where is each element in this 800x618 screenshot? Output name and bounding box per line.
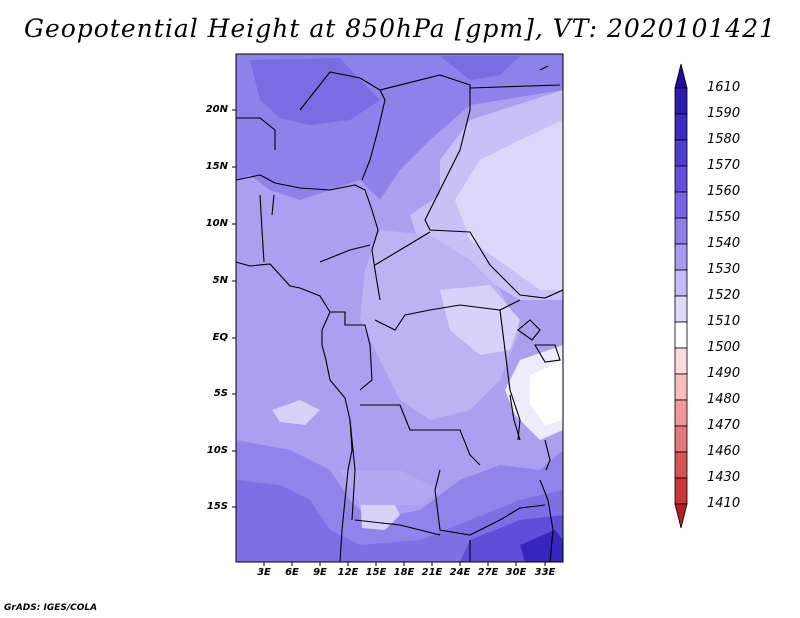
axis-ticks xyxy=(232,109,546,566)
colorbar-segment xyxy=(674,165,688,193)
contour-fill-1530-basin xyxy=(360,230,520,420)
border-line xyxy=(236,117,276,150)
coastline xyxy=(236,261,353,562)
lat-label-15s: 15S xyxy=(206,501,228,512)
colorbar-segment xyxy=(674,425,688,453)
contour-fill-1500-lakes xyxy=(530,360,563,425)
lon-label-15e: 15E xyxy=(365,567,387,578)
lon-label-12e: 12E xyxy=(337,567,359,578)
lon-label-27e: 27E xyxy=(477,567,499,578)
border-line xyxy=(379,74,471,110)
colorbar-label: 1430 xyxy=(707,470,741,485)
lon-label-18e: 18E xyxy=(393,567,415,578)
colorbar-segment xyxy=(674,217,688,245)
colorbar-bottom-triangle xyxy=(674,503,688,529)
lake-outline xyxy=(509,394,521,441)
lake-outline xyxy=(534,344,561,363)
lat-label-20n: 20N xyxy=(205,104,228,115)
credit-text: GrADS: IGES/COLA xyxy=(4,603,98,613)
border-line xyxy=(259,194,265,263)
border-line xyxy=(374,231,431,266)
colorbar-label: 1460 xyxy=(707,444,741,459)
lat-label-10n: 10N xyxy=(205,218,228,229)
lon-label-21e: 21E xyxy=(421,567,443,578)
contour-field xyxy=(236,54,563,562)
contour-fill-1520-east xyxy=(455,120,563,290)
map-frame xyxy=(235,53,564,563)
border-line xyxy=(349,419,356,521)
border-line xyxy=(360,404,481,466)
lake-outline xyxy=(544,439,551,471)
colorbar-label: 1560 xyxy=(707,184,741,199)
lat-label-eq: EQ xyxy=(212,332,228,343)
border-line xyxy=(424,109,563,299)
lat-label-5n: 5N xyxy=(212,275,228,286)
colorbar-segment xyxy=(674,139,688,167)
colorbar-segment xyxy=(674,87,688,115)
colorbar-top-triangle xyxy=(674,63,688,89)
colorbar-label: 1520 xyxy=(707,288,741,303)
colorbar-segment xyxy=(674,347,688,375)
colorbar-label: 1480 xyxy=(707,392,741,407)
lake-outline xyxy=(517,319,541,341)
map-borders xyxy=(236,65,563,562)
lon-label-6e: 6E xyxy=(285,567,299,578)
colorbar-label: 1610 xyxy=(707,80,741,95)
colorbar-segment xyxy=(674,373,688,401)
border-line xyxy=(539,65,549,71)
colorbar-segment xyxy=(674,477,688,505)
colorbar-label: 1530 xyxy=(707,262,741,277)
colorbar-segment xyxy=(674,269,688,297)
contour-fill-1540-s xyxy=(340,470,440,505)
map-title: Geopotential Height at 850hPa [gpm], VT:… xyxy=(23,14,777,43)
colorbar-segment xyxy=(674,295,688,323)
colorbar-label: 1470 xyxy=(707,418,741,433)
border-line xyxy=(330,311,373,391)
colorbar-label: 1500 xyxy=(707,340,741,355)
border-line xyxy=(499,309,521,441)
border-line xyxy=(299,71,386,181)
colorbar xyxy=(674,63,688,529)
colorbar-segment xyxy=(674,321,688,349)
lon-label-24e: 24E xyxy=(449,567,471,578)
colorbar-label: 1580 xyxy=(707,132,741,147)
colorbar-label: 1550 xyxy=(707,210,741,225)
contour-fill-1530-sw-patch xyxy=(272,400,320,425)
border-line xyxy=(469,84,561,89)
border-line xyxy=(236,174,381,301)
contour-fill-1560-ne xyxy=(440,56,520,80)
border-line xyxy=(319,244,371,263)
colorbar-segment xyxy=(674,113,688,141)
contour-fill-1520-basin xyxy=(440,285,520,355)
border-line xyxy=(271,194,275,216)
lat-label-5s: 5S xyxy=(213,388,228,399)
lon-label-30e: 30E xyxy=(505,567,527,578)
colorbar-label: 1590 xyxy=(707,106,741,121)
colorbar-segment xyxy=(674,399,688,427)
lon-label-9e: 9E xyxy=(313,567,327,578)
lon-label-33e: 33E xyxy=(534,567,556,578)
colorbar-segment xyxy=(674,451,688,479)
colorbar-label: 1510 xyxy=(707,314,741,329)
colorbar-label: 1410 xyxy=(707,496,741,511)
lat-label-10s: 10S xyxy=(206,445,228,456)
colorbar-label: 1490 xyxy=(707,366,741,381)
colorbar-label: 1540 xyxy=(707,236,741,251)
lat-label-15n: 15N xyxy=(205,161,228,172)
colorbar-segment xyxy=(674,191,688,219)
colorbar-segment xyxy=(674,243,688,271)
border-line xyxy=(354,519,441,536)
border-line xyxy=(539,479,554,562)
border-line xyxy=(434,469,546,536)
lon-label-3e: 3E xyxy=(257,567,271,578)
colorbar-label: 1570 xyxy=(707,158,741,173)
